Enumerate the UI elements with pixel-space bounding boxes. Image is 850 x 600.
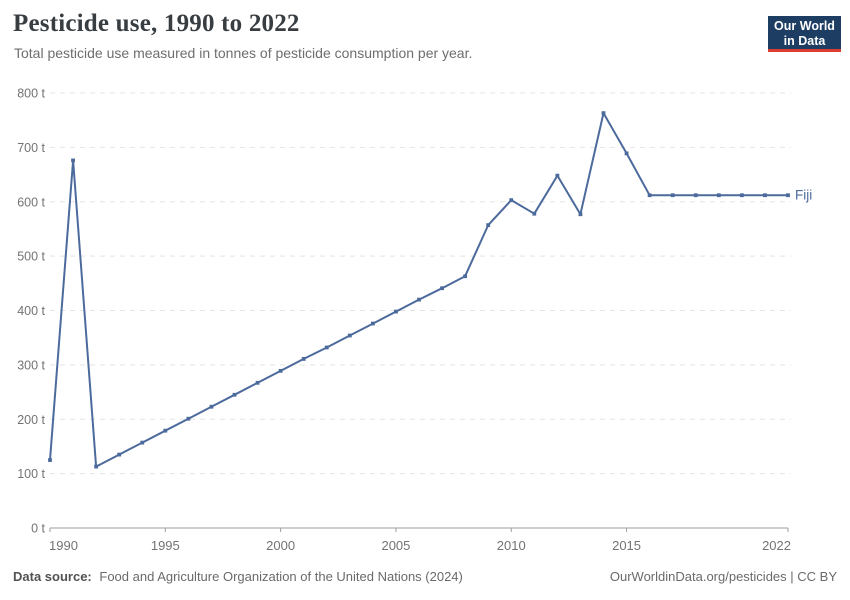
data-point-marker (463, 274, 468, 279)
series-line-fiji (49, 112, 789, 468)
y-tick-label: 700 t (17, 141, 45, 155)
data-point-marker (347, 333, 352, 338)
data-point-marker (94, 464, 99, 469)
data-point-marker (71, 158, 75, 163)
y-tick-label: 300 t (17, 358, 45, 372)
chart-subtitle: Total pesticide use measured in tonnes o… (14, 45, 473, 61)
data-point-marker (647, 193, 652, 198)
y-tick-label: 600 t (17, 195, 45, 209)
data-point-marker (555, 173, 560, 178)
y-tick-label: 100 t (17, 467, 45, 481)
data-point-marker (509, 198, 514, 203)
data-source-label: Data source: (13, 569, 92, 584)
x-tick-label: 2015 (612, 538, 641, 553)
data-point-marker (209, 404, 214, 409)
y-tick-label: 200 t (17, 413, 45, 427)
y-tick-label: 500 t (17, 250, 45, 264)
y-tick-label: 800 t (17, 87, 45, 101)
data-point-marker (578, 212, 583, 217)
data-point-marker (278, 368, 283, 373)
data-point-marker (48, 458, 52, 462)
owid-logo[interactable]: Our World in Data (768, 16, 841, 52)
series-label-fiji: Fiji (795, 188, 812, 203)
data-point-marker (624, 151, 629, 156)
data-point-marker (763, 193, 767, 198)
data-point-marker (163, 428, 168, 433)
data-point-marker (324, 345, 329, 350)
logo-line1: Our World (774, 19, 835, 33)
data-point-marker (140, 440, 145, 445)
chart-footer: Data source: Food and Agriculture Organi… (13, 569, 837, 584)
data-source-note: Data source: Food and Agriculture Organi… (13, 569, 463, 584)
data-point-marker (370, 321, 375, 326)
data-source-text: Food and Agriculture Organization of the… (99, 569, 463, 584)
data-point-marker (532, 211, 537, 216)
data-point-marker (301, 356, 306, 361)
data-point-marker (440, 286, 444, 291)
y-tick-label: 400 t (17, 304, 45, 318)
credit-link[interactable]: OurWorldinData.org/pesticides | CC BY (609, 569, 837, 584)
x-tick-label: 2005 (381, 538, 410, 553)
data-point-marker (601, 111, 606, 116)
chart-title: Pesticide use, 1990 to 2022 (13, 10, 300, 37)
data-point-marker (117, 452, 122, 457)
data-point-marker (232, 392, 237, 397)
x-tick-label: 1995 (151, 538, 180, 553)
data-point-marker (716, 193, 721, 198)
x-tick-label: 1990 (49, 538, 78, 553)
data-point-marker (417, 297, 421, 302)
data-point-marker (693, 193, 698, 198)
data-point-marker (186, 416, 191, 421)
x-tick-label: 2000 (266, 538, 295, 553)
y-tick-label: 0 t (31, 522, 45, 536)
data-point-marker (394, 309, 398, 314)
data-point-marker (670, 193, 675, 198)
data-point-marker (255, 380, 260, 385)
chart-header: Pesticide use, 1990 to 2022 Total pestic… (13, 10, 841, 61)
logo-line2: in Data (783, 34, 826, 48)
x-tick-label: 2022 (762, 538, 791, 553)
data-point-marker (786, 193, 790, 198)
data-point-marker (739, 193, 744, 198)
x-tick-label: 2010 (497, 538, 526, 553)
data-point-marker (486, 223, 491, 228)
